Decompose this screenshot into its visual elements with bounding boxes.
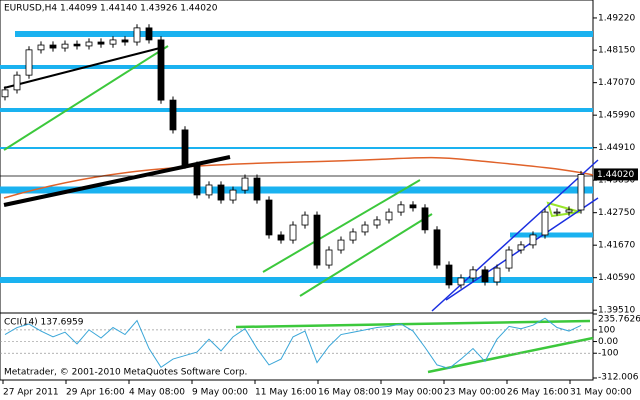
y-tick-label: 1.43830 — [598, 176, 635, 186]
x-tick-label: 9 May 00:00 — [192, 388, 248, 398]
candle-body — [157, 39, 165, 101]
candle-body — [553, 211, 561, 214]
candle-body — [85, 41, 93, 47]
y-tick-label: 1.47070 — [598, 78, 635, 88]
candle-body — [349, 231, 357, 241]
candle-body — [433, 229, 441, 266]
x-tick-label: 29 Apr 16:00 — [66, 388, 125, 398]
trend-line — [299, 213, 433, 297]
candle-body — [13, 74, 21, 91]
candle-body — [97, 41, 105, 45]
y-tick-label: 100 — [598, 325, 615, 335]
candle-body — [361, 224, 369, 233]
channel-line — [431, 159, 599, 312]
candle-body — [1, 89, 9, 98]
candle-body — [337, 239, 345, 251]
candle-body — [265, 199, 273, 236]
candle-body — [313, 214, 321, 266]
candle-body — [541, 211, 549, 236]
trend-line — [262, 179, 421, 273]
candle-body — [145, 27, 153, 41]
candle-body — [445, 264, 453, 286]
candle-body — [577, 174, 585, 211]
candle-body — [325, 249, 333, 266]
candle-body — [493, 267, 501, 283]
candle-body — [529, 234, 537, 246]
y-tick-label: 1.40590 — [598, 273, 635, 283]
x-tick-label: 31 May 00:00 — [570, 388, 632, 398]
candle-body — [49, 44, 57, 49]
candle-body — [397, 204, 405, 213]
candle-body — [169, 99, 177, 131]
candle-body — [301, 214, 309, 226]
x-tick-label: 27 Apr 2011 — [3, 388, 59, 398]
candle-body — [277, 234, 285, 241]
x-tick-label: 26 May 16:00 — [507, 388, 569, 398]
candle-body — [73, 43, 81, 47]
trend-line — [3, 47, 161, 89]
candle-body — [409, 204, 417, 209]
price-marker-box — [594, 168, 638, 181]
triangle — [546, 201, 581, 218]
y-tick-label: -100 — [598, 349, 619, 359]
candle-body — [565, 209, 573, 213]
x-tick-label: 11 May 16:00 — [255, 388, 317, 398]
y-tick-label: 1.39510 — [598, 306, 635, 316]
candle-body — [109, 39, 117, 45]
candle-body — [61, 43, 69, 49]
candle-body — [241, 177, 249, 191]
candle-body — [457, 277, 465, 286]
x-tick-label: 4 May 08:00 — [129, 388, 185, 398]
candle-body — [181, 129, 189, 166]
candle-body — [505, 249, 513, 269]
candle-body — [133, 27, 141, 43]
y-tick-label: 235.7626 — [598, 315, 640, 325]
y-tick-label: 1.42750 — [598, 208, 635, 218]
indicator-line — [4, 317, 582, 369]
candle-body — [517, 244, 525, 251]
candle-body — [37, 44, 45, 51]
candle-body — [289, 224, 297, 241]
y-tick-label: 1.44910 — [598, 143, 635, 153]
candle-body — [469, 269, 477, 279]
trend-line — [3, 155, 231, 207]
y-tick-label: 1.41670 — [598, 241, 635, 251]
candle-body — [121, 39, 129, 43]
chart-title: EURUSD,H4 1.44099 1.44140 1.43926 1.4402… — [4, 4, 218, 14]
drawn-objects — [0, 31, 599, 374]
x-tick-label: 16 May 08:00 — [318, 388, 380, 398]
indicator-title: CCI(14) 137.6959 — [4, 318, 84, 328]
y-tick-label: 0.00 — [598, 337, 618, 347]
candle-body — [385, 211, 393, 221]
candle-body — [421, 207, 429, 231]
y-tick-label: 1.48150 — [598, 46, 635, 56]
y-tick-label: 1.49220 — [598, 13, 635, 23]
candle-body — [229, 189, 237, 201]
footer: Metatrader, © 2001-2010 MetaQuotes Softw… — [4, 368, 247, 378]
candle-body — [193, 164, 201, 196]
candle-body — [217, 184, 225, 201]
price-marker-label: 1.44020 — [597, 170, 634, 180]
moving-average — [3, 156, 594, 199]
candle-body — [25, 49, 33, 76]
candle-body — [481, 269, 489, 283]
x-tick-label: 19 May 00:00 — [381, 388, 443, 398]
candle-body — [253, 177, 261, 201]
trend-line — [235, 319, 591, 329]
trend-line — [427, 336, 594, 374]
candle-body — [205, 184, 213, 196]
y-tick-label: -312.006 — [598, 373, 639, 383]
candle-body — [373, 219, 381, 226]
trend-line — [3, 45, 169, 151]
x-tick-label: 23 May 00:00 — [444, 388, 506, 398]
y-tick-label: 1.45990 — [598, 111, 635, 121]
